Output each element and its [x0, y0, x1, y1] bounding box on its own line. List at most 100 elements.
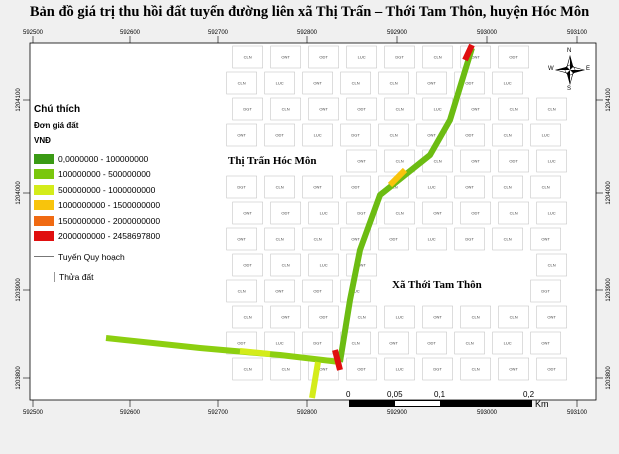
- parcel-code: ONT: [541, 341, 550, 346]
- x-tick-label: 592900: [387, 30, 408, 36]
- x-tick-label: 592700: [208, 410, 229, 416]
- place-thi-tran-hoc-mon: Thị Trấn Hóc Môn: [228, 155, 317, 167]
- parcel-code: LUC: [358, 55, 366, 60]
- parcel-code: ODT: [313, 289, 322, 294]
- parcel: [232, 201, 263, 225]
- parcel-code: ODT: [243, 263, 252, 268]
- legend-class-label: 500000000 - 1000000000: [58, 184, 156, 195]
- parcel: [530, 279, 561, 303]
- y-tick-label: 1203900: [16, 278, 22, 302]
- parcel-code: CLN: [314, 237, 322, 242]
- x-tick-label: 592600: [120, 30, 141, 36]
- parcel: [378, 71, 409, 95]
- y-tick-label: 1203800: [16, 366, 22, 390]
- parcel: [530, 227, 561, 251]
- parcel: [302, 279, 333, 303]
- parcel-code: CLN: [510, 107, 518, 112]
- parcel-code: ONT: [281, 315, 290, 320]
- parcel: [384, 97, 415, 121]
- parcel-code: CLN: [466, 341, 474, 346]
- parcel-code: DGT: [433, 367, 442, 372]
- parcel: [270, 253, 301, 277]
- parcel-code: DGT: [541, 289, 550, 294]
- parcel: [384, 305, 415, 329]
- parcel-code: LUC: [276, 341, 284, 346]
- parcel-code: ONT: [541, 237, 550, 242]
- parcel-code: CLN: [352, 341, 360, 346]
- parcel-code: ODT: [547, 367, 556, 372]
- parcel-code: CLN: [434, 159, 442, 164]
- parcel: [454, 227, 485, 251]
- parcel: [454, 71, 485, 95]
- parcel: [302, 227, 333, 251]
- parcel: [492, 331, 523, 355]
- parcel: [346, 45, 377, 69]
- parcel-code: ODT: [237, 341, 246, 346]
- scale-bar-graphic: [349, 400, 532, 407]
- parcel-code: ODT: [357, 367, 366, 372]
- parcel: [454, 123, 485, 147]
- coordinate-ticks: 592500 592500 592600 592600 592700 592700 5928…: [16, 30, 612, 416]
- parcel-code: CLN: [504, 237, 512, 242]
- parcel: [340, 71, 371, 95]
- x-tick-label: 592600: [120, 410, 141, 416]
- legend-title: Chú thích: [34, 104, 81, 115]
- parcel-code: ODT: [319, 315, 328, 320]
- parcel-code: CLN: [282, 107, 290, 112]
- road-north: [337, 47, 475, 363]
- parcel-code: ODT: [509, 55, 518, 60]
- parcel: [264, 175, 295, 199]
- parcel-code: ONT: [237, 237, 246, 242]
- parcel: [492, 71, 523, 95]
- parcel-code: LUC: [276, 81, 284, 86]
- parcel: [416, 331, 447, 355]
- parcel-code: DGT: [395, 55, 404, 60]
- parcel: [226, 175, 257, 199]
- y-tick-label: 1203800: [606, 366, 612, 390]
- north-arrow-icon: [554, 54, 586, 86]
- parcel-code: ONT: [509, 367, 518, 372]
- parcel-code: LUC: [396, 367, 404, 372]
- parcel: [226, 123, 257, 147]
- parcel-code: ODT: [351, 185, 360, 190]
- parcel: [416, 71, 447, 95]
- parcel-code: ODT: [427, 341, 436, 346]
- parcel: [308, 201, 339, 225]
- north-label: N: [567, 48, 572, 54]
- legend-class-0: 0,0000000 - 100000000: [34, 151, 160, 167]
- parcel-codes: CLN ONT ODT LUC DGT CLN ONT ODT CLN LUC ONT CLN CLN O…: [237, 55, 556, 372]
- parcel-code: CLN: [244, 367, 252, 372]
- x-tick-label: 593100: [567, 410, 588, 416]
- scale-label-01: 0,1: [434, 390, 446, 399]
- parcel-code: ONT: [465, 185, 474, 190]
- parcel-code: DGT: [357, 211, 366, 216]
- parcel-code: LUC: [352, 289, 360, 294]
- legend-class-label: 2000000000 - 2458697800: [58, 231, 161, 242]
- parcel: [264, 71, 295, 95]
- parcel-code: ODT: [471, 211, 480, 216]
- parcel: [264, 279, 295, 303]
- legend-swatch: [34, 153, 54, 164]
- parcel: [492, 123, 523, 147]
- parcel: [536, 201, 567, 225]
- legend-parcel-label: Thửa đất: [59, 272, 94, 283]
- legend-class-2: 500000000 - 1000000000: [34, 182, 160, 198]
- parcel: [340, 123, 371, 147]
- parcel-code: LUC: [428, 185, 436, 190]
- parcel-code: CLN: [542, 185, 550, 190]
- parcel-code: ODT: [275, 133, 284, 138]
- x-tick-label: 592500: [23, 410, 44, 416]
- legend-swatch: [34, 169, 54, 180]
- parcel-code: CLN: [434, 55, 442, 60]
- map-title: Bản đồ giá trị thu hồi đất tuyến đường l…: [29, 4, 590, 20]
- parcel: [264, 227, 295, 251]
- parcel-code: CLN: [282, 263, 290, 268]
- legend-class-4: 1500000000 - 2000000000: [34, 213, 160, 229]
- parcel-code: ONT: [471, 55, 480, 60]
- parcel-code: CLN: [396, 107, 404, 112]
- parcel: [536, 149, 567, 173]
- parcel: [302, 71, 333, 95]
- parcel: [384, 201, 415, 225]
- parcel-code: CLN: [396, 159, 404, 164]
